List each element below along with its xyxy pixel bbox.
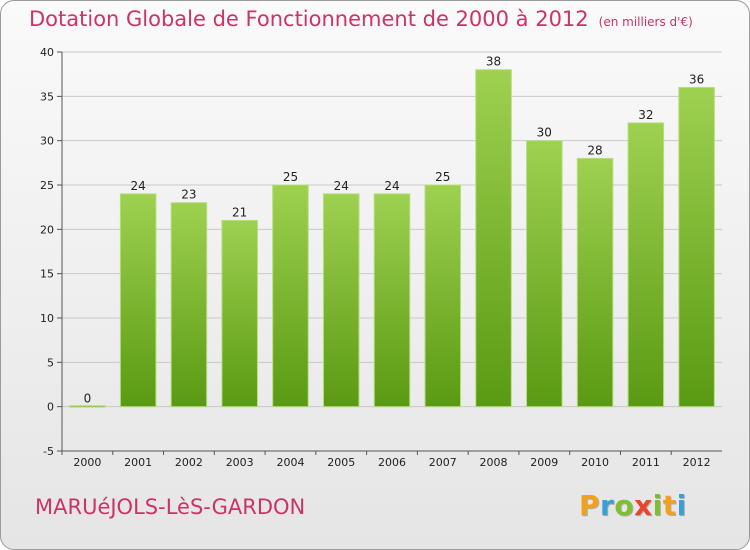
title-text: Dotation Globale de Fonctionnement de 20… (29, 7, 589, 31)
logo-letter: i (652, 489, 663, 522)
y-tick-label: 0 (47, 401, 54, 414)
logo-letter: x (634, 489, 653, 522)
x-tick-label: 2002 (175, 456, 203, 469)
x-tick-label: 2009 (530, 456, 558, 469)
y-tick-label: -5 (43, 445, 54, 458)
bar-2005 (322, 193, 360, 408)
chart-title: Dotation Globale de Fonctionnement de 20… (29, 7, 693, 31)
commune-name: MARUéJOLS-LèS-GARDON (35, 495, 306, 519)
axes (57, 51, 722, 455)
data-label-2006: 24 (384, 179, 399, 193)
logo-letter: r (600, 489, 615, 522)
bar-2012 (678, 86, 715, 408)
data-label-2002: 23 (181, 188, 196, 202)
data-label-2008: 38 (486, 55, 501, 69)
data-label-2007: 25 (435, 170, 450, 184)
x-tick-label: 2011 (632, 456, 660, 469)
data-label-2004: 25 (283, 170, 298, 184)
bar-2009 (526, 140, 563, 408)
logo-letter: P (579, 489, 601, 522)
y-tick-label: 5 (47, 356, 54, 369)
bar-2003 (221, 219, 258, 408)
logo-letter: t (662, 489, 677, 522)
data-label-2009: 30 (537, 126, 552, 140)
y-tick-label: 10 (40, 312, 54, 325)
x-tick-label: 2005 (327, 456, 355, 469)
y-tick-label: 25 (40, 179, 54, 192)
logo-letter: i (676, 489, 687, 522)
x-tick-label: 2008 (480, 456, 508, 469)
y-tick-label: 15 (40, 268, 54, 281)
y-tick-label: 30 (40, 135, 54, 148)
logo-letter: o (614, 489, 635, 522)
data-label-2011: 32 (638, 108, 653, 122)
data-label-2001: 24 (131, 179, 146, 193)
y-tick-label: 40 (40, 46, 54, 59)
x-tick-label: 2003 (226, 456, 254, 469)
x-tick-label: 2012 (683, 456, 711, 469)
data-label-2003: 21 (232, 205, 247, 219)
bars (69, 69, 715, 408)
bar-2006 (373, 193, 411, 408)
bar-2008 (475, 69, 512, 408)
data-label-2005: 24 (334, 179, 349, 193)
bar-2004 (272, 184, 309, 408)
data-label-2010: 28 (587, 143, 602, 157)
data-label-2000: 0 (84, 392, 92, 406)
data-label-2012: 36 (689, 72, 704, 86)
x-tick-label: 2010 (581, 456, 609, 469)
bar-2007 (424, 184, 462, 408)
data-labels: 0 24 23 21 25 24 24 25 38 30 28 32 36 (84, 55, 705, 406)
bar-2002 (170, 202, 208, 408)
bar-2000 (69, 405, 106, 408)
x-tick-label: 2007 (429, 456, 457, 469)
proxiti-logo[interactable]: Proxiti (579, 489, 687, 522)
x-tick-label: 2004 (276, 456, 304, 469)
unit-label: (en milliers d'€) (598, 15, 693, 29)
y-tick-label: 35 (40, 90, 54, 103)
x-tick-label: 2000 (73, 456, 101, 469)
bar-2011 (627, 122, 665, 408)
bar-2001 (119, 193, 157, 408)
x-tick-label: 2001 (124, 456, 152, 469)
x-tick-label: 2006 (378, 456, 406, 469)
tick-labels: -5 0 5 10 15 20 25 30 35 40 2000 2001 2002 2003 2004 20… (40, 46, 711, 469)
y-tick-label: 20 (40, 223, 54, 236)
bar-2010 (576, 157, 614, 408)
